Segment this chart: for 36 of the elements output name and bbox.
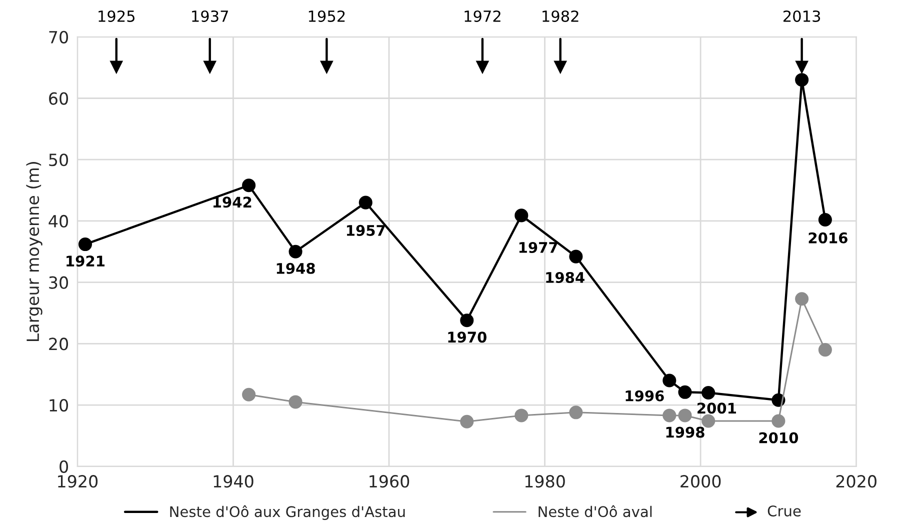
x-tick-label: 2000 [680,475,721,488]
y-tick-label: 50 [49,154,68,166]
legend-label: Neste d'Oô aux Granges d'Astau [170,505,405,520]
annotation: 1996 [626,390,664,402]
ref-line-label: 1952 [308,10,345,22]
y-tick-label: 0 [60,460,68,473]
text: Crue [768,505,801,516]
annotation: 1998 [666,426,704,438]
y-tick-label: 20 [49,338,68,350]
annotation: 2010 [759,432,798,444]
ref-line-label: 1982 [542,10,578,22]
x-tick-label: 2020 [836,475,876,488]
ref-line-label: 1937 [192,10,228,22]
y-tick-label: 40 [48,214,68,228]
x-tick-label: 1960 [370,475,410,488]
y-axis-title: Largeur moyenne (m) [26,162,42,342]
annotation: 1984 [546,272,584,284]
y-tick-label: 30 [49,276,68,289]
annotation: 1942 [213,196,252,208]
x-tick-label: 1980 [525,475,565,488]
y-tick-label: 60 [49,92,68,105]
y-tick-label: 70 [49,30,68,44]
annotation: 1948 [276,262,315,274]
annotation: 1921 [66,256,105,267]
y-tick-label: 10 [50,399,68,412]
annotation: 1970 [448,332,486,343]
annotation: 1977 [519,242,558,254]
x-tick-label: 1940 [214,475,254,488]
annotation: 1957 [346,224,385,236]
ref-line-label: 1972 [464,10,500,22]
x-tick-label: 1920 [58,475,98,488]
ref-line-label: 2013 [783,10,820,22]
legend-label: Neste d'Oô aval [538,505,652,518]
annotation: 2016 [808,232,848,244]
ref-line-label: 1925 [98,10,134,22]
annotation: 2001 [698,402,736,414]
